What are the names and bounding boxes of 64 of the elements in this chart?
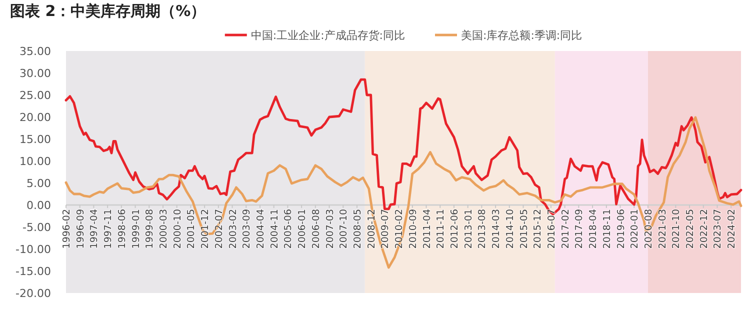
x-tick-label: 2005-06 <box>283 209 294 249</box>
x-tick-label: 2006-08 <box>310 209 322 249</box>
y-tick-label: 15.00 <box>20 133 51 146</box>
x-tick-label: 2007-10 <box>338 209 350 249</box>
x-tick-label: 2021-03 <box>657 209 668 249</box>
y-tick-label: 30.00 <box>20 67 51 80</box>
chart-title: 图表 2：中美库存周期（%） <box>10 2 206 20</box>
y-tick-label: -10.00 <box>16 243 51 256</box>
x-tick-label: 2013-01 <box>463 209 474 249</box>
x-tick-label: 2016-07 <box>546 209 558 249</box>
x-tick-label: 2009-07 <box>380 209 392 249</box>
y-tick-label: 5.00 <box>26 177 51 190</box>
x-tick-label: 2001-12 <box>200 209 212 249</box>
x-tick-label: 2011-11 <box>436 209 447 249</box>
x-tick-label: 2008-05 <box>352 209 364 249</box>
x-tick-label: 2004-11 <box>269 209 280 249</box>
y-tick-label: 0.00 <box>26 199 51 212</box>
legend-label: 美国:库存总额:季调:同比 <box>461 29 582 42</box>
x-tick-label: 2021-10 <box>671 209 682 249</box>
x-tick-label: 2011-04 <box>422 209 433 249</box>
x-tick-label: 2001-05 <box>186 209 198 249</box>
x-tick-label: 1997-11 <box>103 209 114 249</box>
x-tick-label: 2023-07 <box>712 209 724 249</box>
x-tick-label: 2014-10 <box>504 209 516 249</box>
x-tick-label: 1996-02 <box>62 209 72 249</box>
y-tick-label: -20.00 <box>16 287 51 300</box>
x-tick-label: 2024-02 <box>726 209 738 249</box>
x-tick-label: 2017-02 <box>560 209 572 249</box>
x-tick-label: 2012-06 <box>449 209 460 249</box>
y-tick-label: 35.00 <box>20 45 51 58</box>
y-tick-label: -5.00 <box>22 221 51 234</box>
y-tick-label: 25.00 <box>20 89 51 102</box>
x-tick-label: 2019-06 <box>616 209 627 249</box>
x-tick-label: 2020-01 <box>630 209 641 249</box>
x-tick-label: 2010-09 <box>408 209 419 249</box>
x-tick-label: 1998-06 <box>116 209 128 249</box>
x-tick-label: 2002-07 <box>214 209 225 249</box>
x-tick-label: 2000-03 <box>158 209 170 249</box>
x-tick-label: 2003-02 <box>228 209 239 249</box>
x-tick-label: 2022-05 <box>685 209 696 249</box>
x-tick-label: 2010-02 <box>394 209 406 249</box>
x-tick-label: 2020-08 <box>643 209 654 249</box>
legend-label: 中国:工业企业:产成品存货:同比 <box>250 29 405 42</box>
x-tick-label: 1996-09 <box>75 209 86 249</box>
x-tick-label: 2015-05 <box>518 209 530 249</box>
x-tick-label: 2000-10 <box>172 209 184 249</box>
y-tick-label: 10.00 <box>20 155 51 168</box>
y-tick-label: 20.00 <box>20 111 51 124</box>
x-tick-label: 1999-01 <box>130 209 142 249</box>
x-tick-label: 2015-12 <box>532 209 544 249</box>
x-tick-label: 2006-01 <box>297 209 308 249</box>
x-tick-label: 2014-03 <box>491 209 502 249</box>
x-tick-label: 2022-12 <box>698 209 710 249</box>
x-tick-label: 2008-12 <box>366 209 378 249</box>
x-tick-label: 1999-08 <box>144 209 156 249</box>
x-tick-label: 2004-04 <box>255 209 266 249</box>
x-tick-label: 2017-09 <box>574 209 586 249</box>
x-tick-label: 2018-11 <box>602 209 613 249</box>
x-tick-label: 2013-08 <box>477 209 488 249</box>
x-tick-label: 2018-04 <box>588 209 600 249</box>
x-tick-label: 2003-09 <box>242 209 253 249</box>
x-tick-label: 1997-04 <box>89 209 100 249</box>
y-tick-label: -15.00 <box>16 265 51 278</box>
x-tick-label: 2007-03 <box>324 209 336 249</box>
